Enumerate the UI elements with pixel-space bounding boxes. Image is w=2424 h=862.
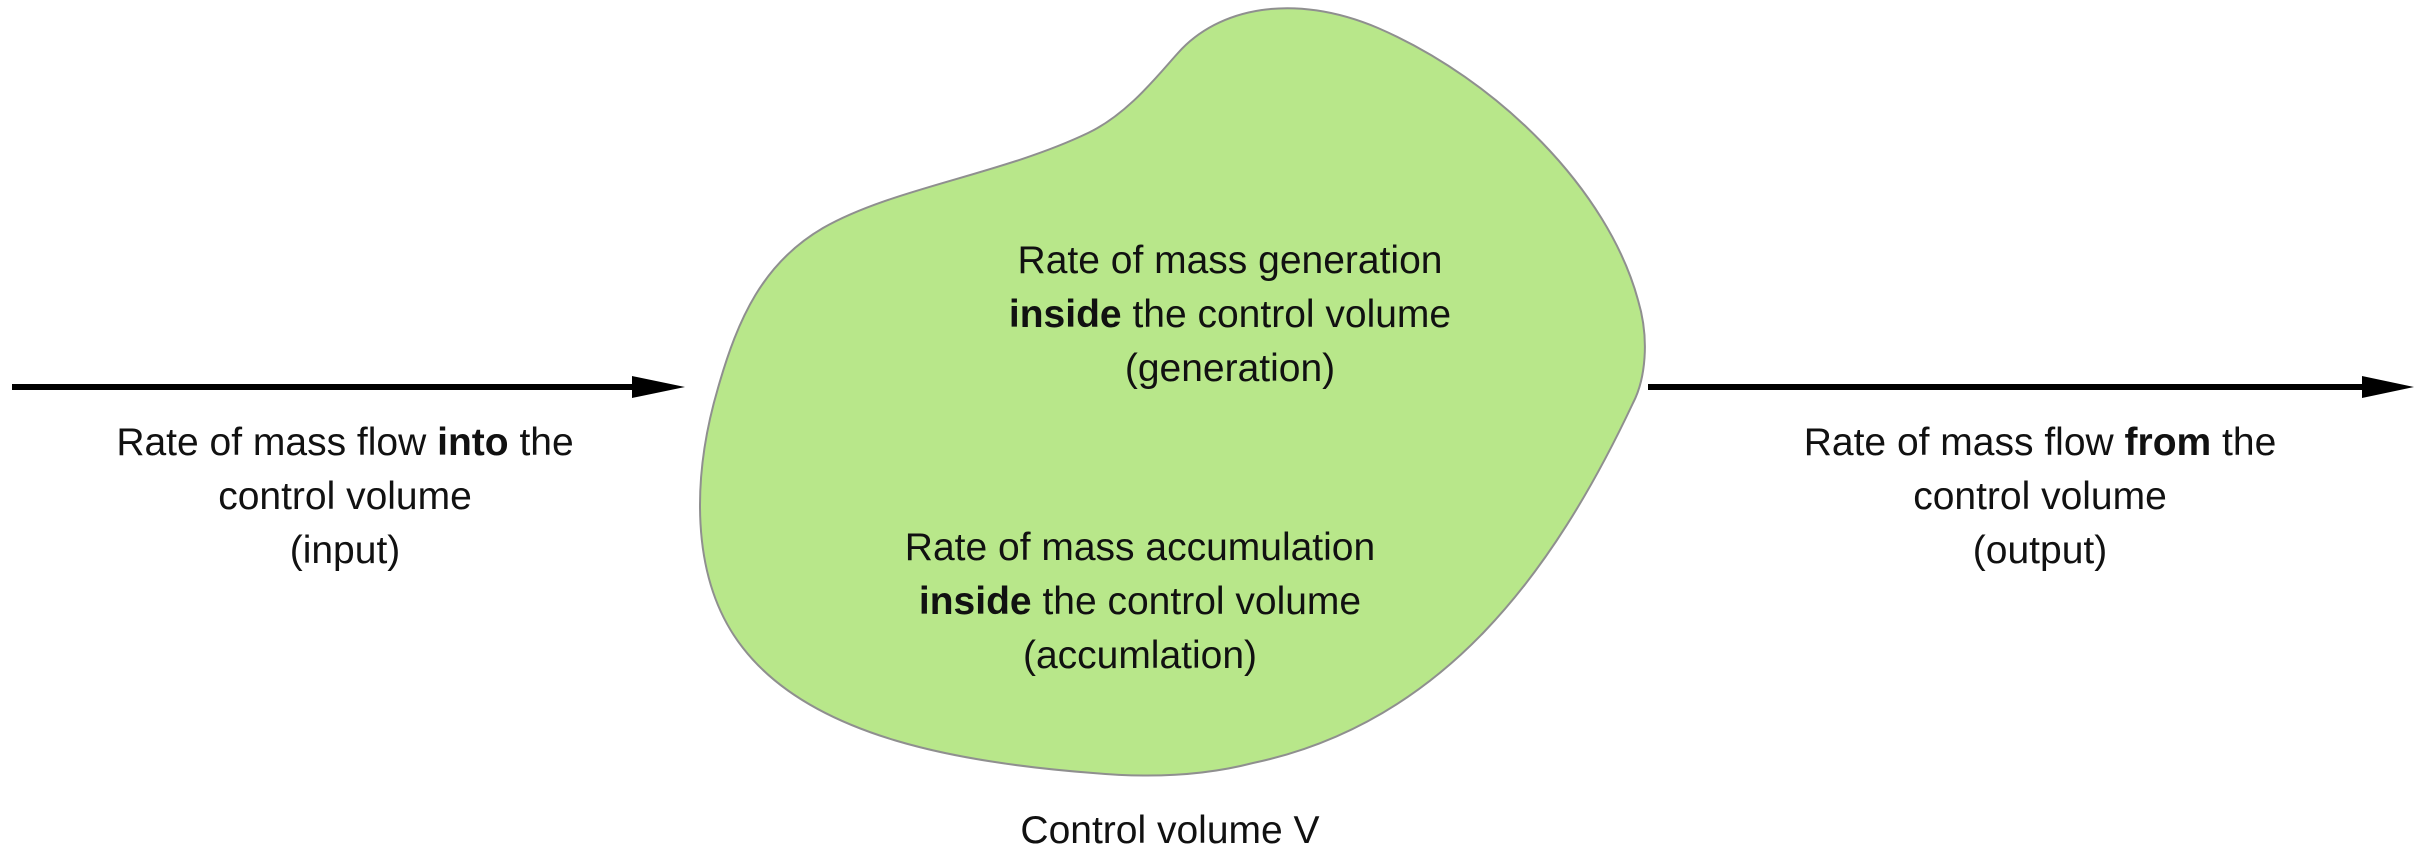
accumulation-label-line-2: inside the control volume	[820, 575, 1460, 629]
output-label-line-1: Rate of mass flow from the	[1735, 416, 2345, 470]
input-label: Rate of mass flow into the control volum…	[40, 416, 650, 578]
generation-label: Rate of mass generation inside the contr…	[930, 234, 1530, 396]
generation-label-line-2: inside the control volume	[930, 288, 1530, 342]
control-volume-caption: Control volume V	[1020, 809, 1320, 852]
generation-label-line-3: (generation)	[1124, 347, 1336, 390]
output-label-line-3: (output)	[1972, 529, 2108, 572]
output-arrow-head	[2362, 376, 2414, 398]
input-label-line-1: Rate of mass flow into the	[40, 416, 650, 470]
input-label-bold: into	[437, 421, 509, 464]
generation-label-line-1: Rate of mass generation	[1017, 239, 1443, 282]
accumulation-label-bold: inside	[918, 580, 1032, 623]
output-label-post: the	[2222, 421, 2277, 464]
generation-label-post: the control volume	[1132, 293, 1452, 336]
input-arrow	[12, 376, 685, 398]
output-label-line-2: control volume	[1913, 475, 2167, 518]
output-arrow	[1648, 376, 2414, 398]
accumulation-label-post: the control volume	[1042, 580, 1362, 623]
output-label-pre: Rate of mass flow	[1803, 421, 2114, 464]
input-label-line-3: (input)	[289, 529, 401, 572]
control-volume-region	[699, 7, 1646, 777]
input-arrow-head	[632, 376, 685, 398]
accumulation-label-line-1: Rate of mass accumulation	[904, 526, 1376, 569]
output-label: Rate of mass flow from the control volum…	[1735, 416, 2345, 578]
input-label-line-2: control volume	[218, 475, 472, 518]
input-label-pre: Rate of mass flow	[116, 421, 427, 464]
output-label-bold: from	[2124, 421, 2212, 464]
input-label-post: the	[519, 421, 574, 464]
accumulation-label: Rate of mass accumulation inside the con…	[820, 521, 1460, 683]
generation-label-bold: inside	[1008, 293, 1122, 336]
accumulation-label-line-3: (accumlation)	[1022, 634, 1258, 677]
